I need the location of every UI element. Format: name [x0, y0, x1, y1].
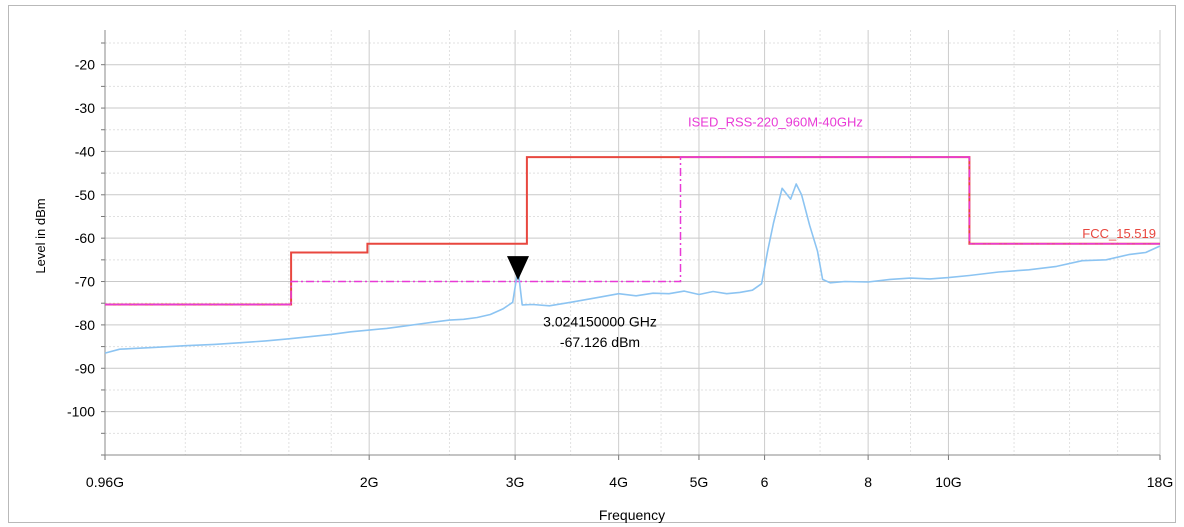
axes: [101, 30, 1161, 460]
y-tick-label: -50: [75, 187, 95, 203]
measurement-trace: [104, 183, 1161, 354]
y-tick-label: -90: [75, 360, 95, 376]
marker-triangle: [506, 256, 529, 281]
x-tick-label: 6: [761, 474, 769, 490]
grid-lines: [104, 30, 1161, 456]
x-tick-label: 5G: [690, 474, 709, 490]
marker-frequency-label: 3.024150000 GHz: [543, 314, 657, 330]
ised-limit-label: ISED_RSS-220_960M-40GHz: [688, 114, 863, 129]
y-tick-label: -60: [75, 230, 95, 246]
x-tick-label: 3G: [506, 474, 525, 490]
y-axis-label: Level in dBm: [33, 198, 48, 273]
x-tick-label: 10G: [935, 474, 961, 490]
x-tick-label: 0.96G: [86, 474, 124, 490]
y-tick-label: -80: [75, 317, 95, 333]
y-tick-label: -70: [75, 274, 95, 290]
x-tick-label: 8: [864, 474, 872, 490]
x-tick-label: 2G: [360, 474, 379, 490]
fcc-limit-line: [105, 156, 1160, 306]
y-tick-label: -30: [75, 100, 95, 116]
y-tick-label: -40: [75, 143, 95, 159]
marker-level-label: -67.126 dBm: [560, 334, 640, 350]
chart-frame: [8, 5, 1176, 523]
x-tick-label: 4G: [609, 474, 628, 490]
annotations: ISED_RSS-220_960M-40GHz FCC_15.519 3.02415…: [506, 114, 1156, 350]
y-tick-label: -20: [75, 57, 95, 73]
fcc-limit-label: FCC_15.519: [1082, 226, 1156, 241]
ised-limit-line: [105, 156, 1160, 306]
x-tick-label: 18G: [1147, 474, 1173, 490]
y-tick-label: -100: [67, 404, 95, 420]
x-axis-label: Frequency: [599, 507, 665, 523]
y-tick-labels: -20 -30 -40 -50 -60 -70 -80 -90 -100: [67, 57, 95, 420]
x-tick-labels: 0.96G 2G 3G 4G 5G 6 8 10G 18G: [86, 474, 1173, 490]
series-traces: [104, 156, 1161, 354]
